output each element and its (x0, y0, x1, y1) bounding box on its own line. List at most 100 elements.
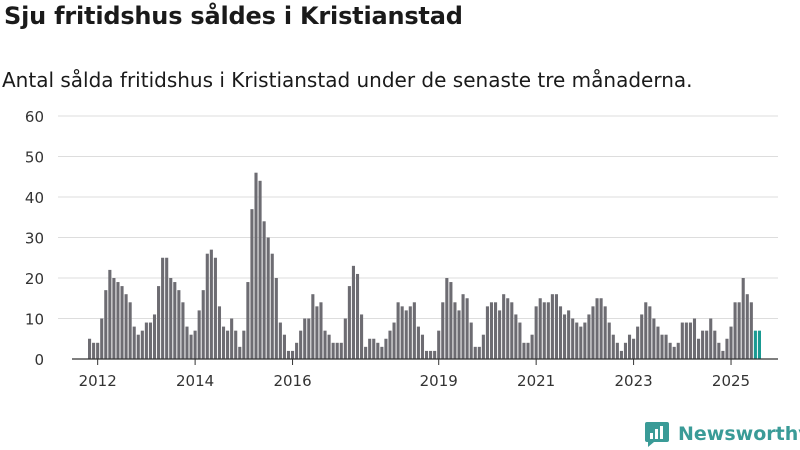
bar (688, 322, 692, 359)
bar (603, 306, 607, 359)
y-tick-label: 30 (25, 230, 44, 248)
bar (433, 350, 437, 359)
bar (473, 346, 477, 359)
bar (550, 294, 554, 359)
bar (498, 310, 502, 359)
bar (591, 306, 595, 359)
bar (705, 330, 709, 359)
bar (538, 298, 542, 359)
bar (355, 273, 360, 359)
bar (457, 310, 461, 359)
x-tick-label: 2019 (420, 372, 458, 390)
bar (238, 346, 242, 359)
bar (343, 318, 347, 359)
bar (161, 257, 165, 359)
bar (668, 342, 672, 359)
bar (753, 330, 757, 359)
bar (372, 338, 376, 359)
bar (132, 326, 136, 359)
bar (575, 322, 579, 359)
bar (627, 334, 632, 359)
bar (579, 326, 583, 359)
bar (380, 346, 384, 359)
bar (745, 294, 749, 359)
bar (327, 334, 331, 359)
bar (453, 302, 457, 359)
bar (461, 294, 465, 359)
bar (270, 253, 274, 359)
bar (713, 330, 717, 359)
bar (583, 322, 587, 359)
chart-title: Sju fritidshus såldes i Kristianstad (4, 2, 463, 30)
bar (242, 330, 246, 359)
bar (420, 334, 425, 359)
bar (494, 302, 498, 359)
bar (632, 338, 636, 359)
bar (595, 298, 599, 359)
bar (92, 342, 96, 359)
grid-lines (58, 115, 778, 319)
bar (400, 306, 404, 359)
bar (733, 302, 737, 359)
bar (481, 334, 485, 359)
bar (193, 330, 197, 359)
x-tick-label: 2014 (176, 372, 214, 390)
bar (226, 330, 230, 359)
bar (136, 334, 140, 359)
bar (648, 306, 652, 359)
bar (721, 350, 725, 359)
bars (88, 172, 761, 359)
bar (676, 342, 680, 359)
bar (542, 302, 546, 359)
bar (623, 342, 628, 359)
bar (230, 318, 234, 359)
bar (567, 310, 571, 359)
bar (100, 318, 104, 359)
bar (311, 294, 315, 359)
bar (749, 302, 753, 359)
bar (384, 338, 388, 359)
bar (323, 330, 327, 359)
bar (599, 298, 603, 359)
bar (140, 330, 144, 359)
bar (181, 302, 185, 359)
newsworthy-logo: Newsworthy (644, 420, 800, 448)
bar (120, 286, 124, 359)
bar (173, 282, 177, 359)
bar (607, 322, 611, 359)
bar (485, 306, 489, 359)
x-tick-label: 2012 (79, 372, 117, 390)
bar (335, 342, 339, 359)
bar (177, 290, 181, 359)
bar (737, 302, 741, 359)
bar (262, 221, 266, 359)
bar (717, 342, 721, 359)
x-tick-label: 2023 (614, 372, 652, 390)
bar (189, 334, 193, 359)
x-tick-label: 2021 (517, 372, 555, 390)
bar (347, 286, 351, 359)
bar (96, 342, 100, 359)
data-label: 7 (765, 100, 775, 104)
bar (388, 330, 392, 359)
bar (364, 346, 368, 359)
bar (416, 326, 420, 359)
bar (396, 302, 400, 359)
bar (449, 282, 453, 359)
bar (295, 342, 299, 359)
bar (291, 350, 295, 359)
bar (250, 209, 254, 359)
bar (619, 350, 623, 359)
bar (307, 318, 311, 359)
bar (299, 330, 303, 359)
bar (234, 330, 238, 359)
bar (254, 172, 258, 359)
bar (408, 306, 412, 359)
y-tick-label: 40 (25, 189, 44, 207)
bar (246, 282, 250, 359)
bar (680, 322, 684, 359)
bar (615, 342, 619, 359)
bar (412, 302, 416, 359)
bar (197, 310, 201, 359)
x-tick-label: 2016 (273, 372, 311, 390)
